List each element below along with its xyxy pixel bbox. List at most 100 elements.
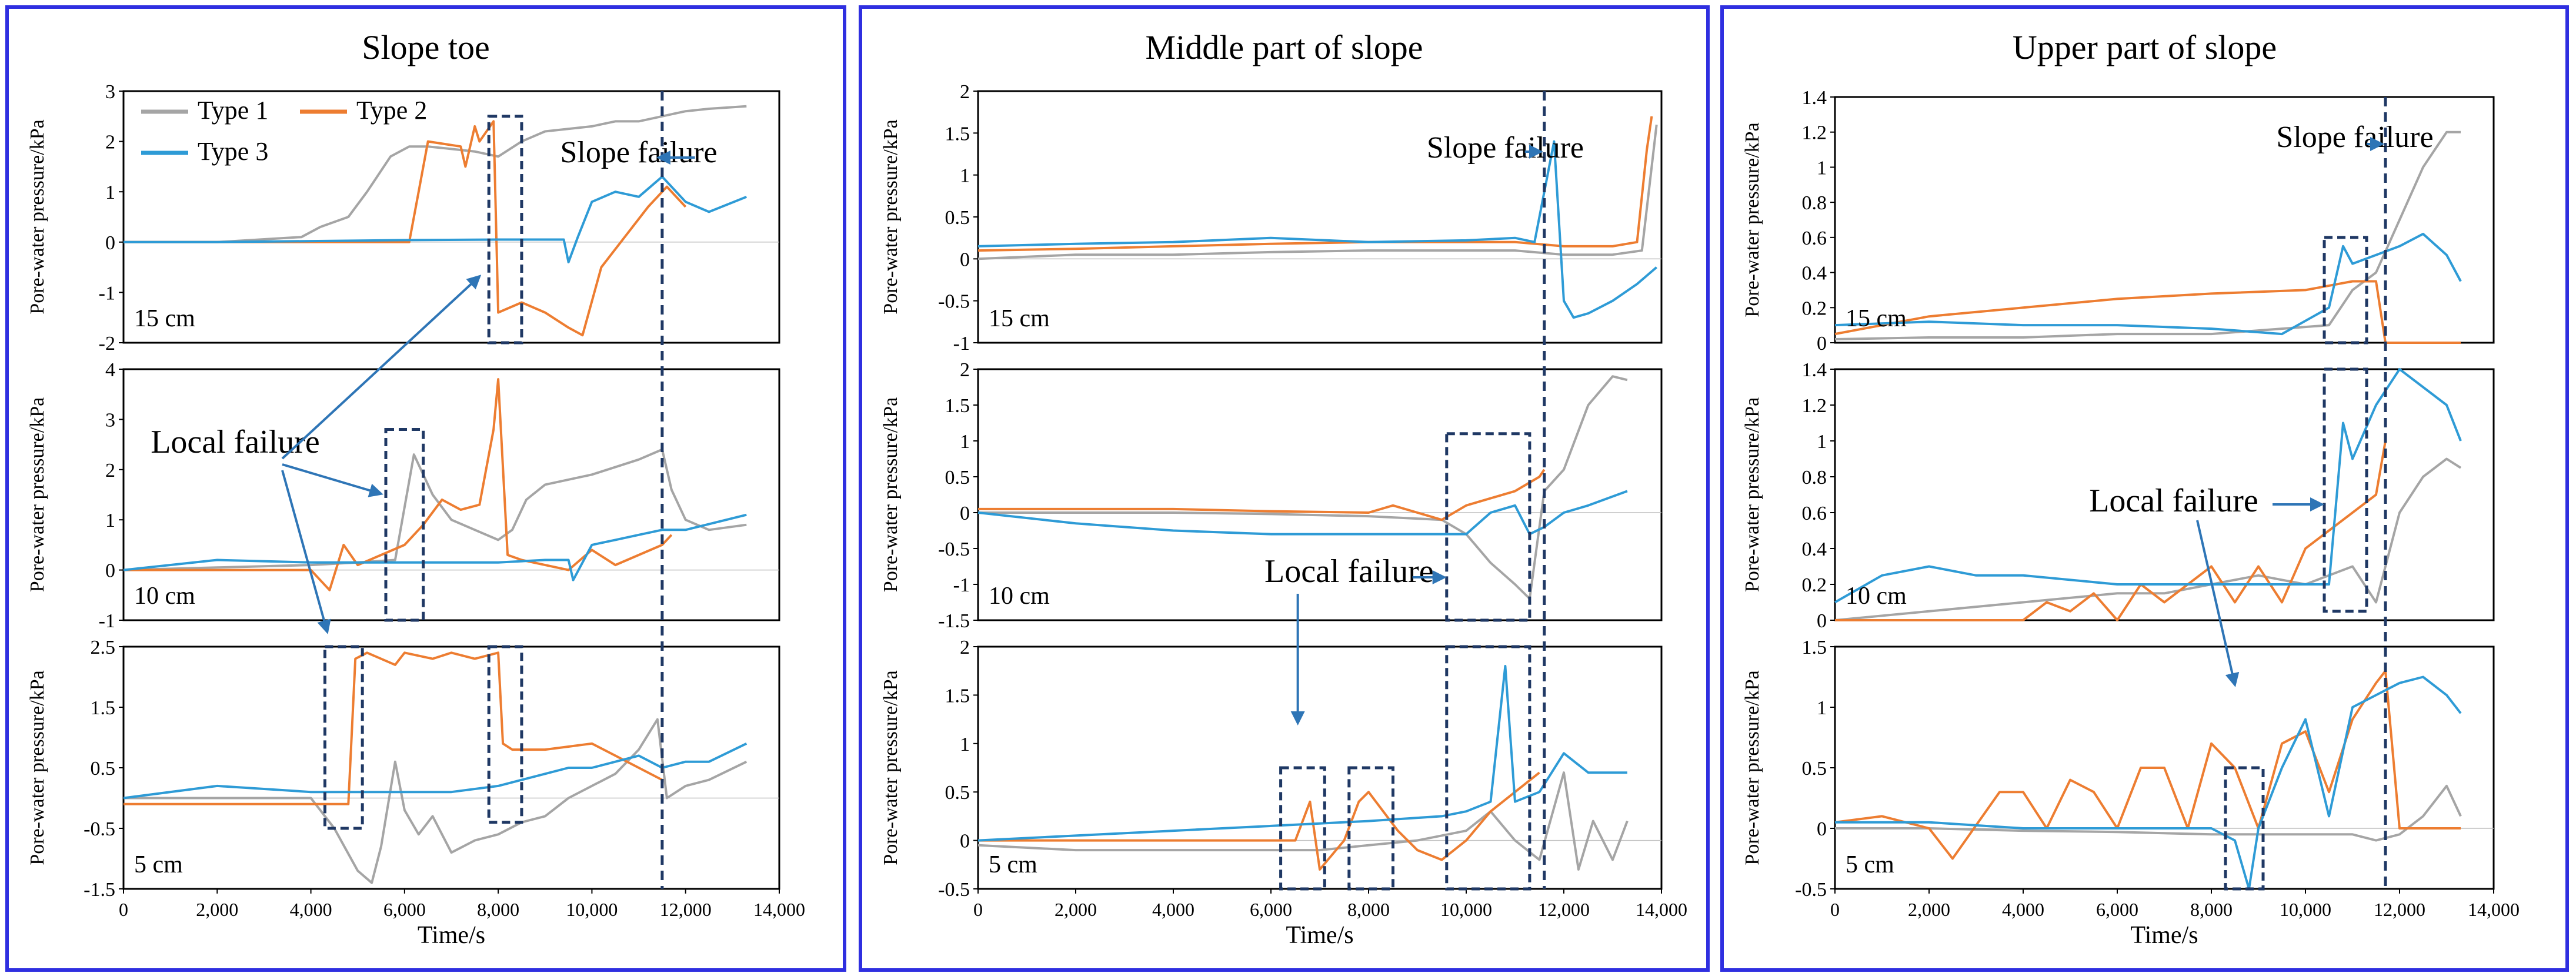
y-tick-label: 0 bbox=[1817, 818, 1827, 840]
x-tick-label: 4,000 bbox=[1152, 899, 1194, 920]
y-tick-label: -0.5 bbox=[84, 818, 115, 840]
local-failure-box bbox=[1445, 432, 1531, 622]
y-tick-label: 0.5 bbox=[1802, 758, 1827, 780]
depth-label: 10 cm bbox=[134, 583, 195, 610]
slope-failure-label: Slope failure bbox=[560, 136, 718, 169]
x-tick-label: 0 bbox=[1830, 899, 1840, 920]
y-tick-label: 0.6 bbox=[1802, 228, 1827, 249]
y-axis-label: Pore-water pressure/kPa bbox=[1741, 397, 1763, 592]
x-tick-label: 2,000 bbox=[196, 899, 238, 920]
series-line-type-3 bbox=[977, 140, 1658, 319]
y-axis-label: Pore-water pressure/kPa bbox=[1741, 122, 1763, 317]
legend-label: Type 1 bbox=[198, 96, 268, 125]
depth-label: 15 cm bbox=[1846, 305, 1907, 332]
y-tick-label: 0.8 bbox=[1802, 192, 1827, 214]
depth-label: 10 cm bbox=[1846, 583, 1907, 610]
y-tick-label: 0.2 bbox=[1802, 297, 1827, 319]
local-failure-box bbox=[323, 645, 364, 830]
x-tick-label: 6,000 bbox=[383, 899, 426, 920]
local-failure-box bbox=[2323, 236, 2368, 344]
local-failure-box bbox=[1347, 766, 1395, 891]
depth-label: 5 cm bbox=[989, 851, 1037, 878]
local-failure-box bbox=[384, 427, 425, 622]
depth-label: 15 cm bbox=[134, 305, 195, 332]
depth-label: 5 cm bbox=[1846, 851, 1894, 878]
panel-frame bbox=[1720, 5, 2569, 972]
y-tick-label: 3 bbox=[105, 81, 115, 103]
local-failure-label: Local failure bbox=[151, 424, 320, 460]
panel-title: Middle part of slope bbox=[1146, 28, 1423, 66]
series-line-type-1 bbox=[1835, 784, 2462, 842]
series-line-type-3 bbox=[1834, 368, 2462, 604]
x-tick-label: 4,000 bbox=[290, 899, 332, 920]
panel-frame bbox=[5, 5, 846, 972]
y-tick-label: -1 bbox=[953, 574, 970, 596]
y-tick-label: 0.4 bbox=[1802, 263, 1827, 285]
series-line-type-1 bbox=[124, 718, 748, 884]
series-line-type-3 bbox=[1834, 232, 2462, 336]
series-line-type-2 bbox=[978, 771, 1540, 871]
x-tick-label: 8,000 bbox=[477, 899, 519, 920]
y-tick-label: 1.5 bbox=[91, 697, 116, 719]
y-tick-label: -1.5 bbox=[938, 610, 970, 632]
series-line-type-2 bbox=[124, 378, 673, 591]
y-tick-label: 1.5 bbox=[945, 685, 970, 707]
y-axis-label: Pore-water pressure/kPa bbox=[26, 119, 48, 314]
series-line-type-1 bbox=[124, 105, 747, 243]
depth-label: 5 cm bbox=[134, 851, 183, 878]
y-tick-label: 0.4 bbox=[1802, 539, 1827, 560]
series-line-type-2 bbox=[124, 651, 663, 805]
y-tick-label: 1 bbox=[105, 510, 115, 531]
panel-title: Slope toe bbox=[362, 28, 489, 66]
subplot-frame bbox=[977, 90, 1663, 344]
series-line-type-1 bbox=[977, 771, 1629, 871]
x-tick-label: 0 bbox=[119, 899, 128, 920]
series-line-type-1 bbox=[978, 375, 1628, 600]
x-tick-label: 0 bbox=[973, 899, 983, 920]
legend-label: Type 2 bbox=[356, 96, 427, 125]
y-tick-label: 0.5 bbox=[91, 758, 116, 780]
annotation-arrow bbox=[281, 470, 331, 634]
depth-label: 15 cm bbox=[989, 305, 1050, 332]
y-tick-label: 2 bbox=[105, 132, 115, 153]
y-tick-label: -1 bbox=[99, 610, 115, 632]
y-tick-label: 0.8 bbox=[1802, 467, 1827, 489]
x-tick-label: 10,000 bbox=[1440, 899, 1492, 920]
y-tick-label: 0 bbox=[960, 831, 970, 852]
y-tick-label: 1 bbox=[1817, 431, 1827, 453]
x-tick-label: 12,000 bbox=[1538, 899, 1590, 920]
local-failure-label: Local failure bbox=[1264, 553, 1434, 590]
series-line-type-1 bbox=[1834, 457, 2462, 621]
subplot-frame bbox=[122, 90, 780, 344]
subplot-2: -0.5 0 0.5 1 1.5 Pore-water pressure/kPa 5 cm bbox=[1741, 637, 2495, 901]
y-tick-label: -1 bbox=[99, 282, 115, 304]
series-line-type-3 bbox=[123, 742, 748, 800]
y-tick-label: 1.4 bbox=[1802, 87, 1827, 109]
series-line-type-3 bbox=[123, 513, 747, 581]
local-failure-box bbox=[2323, 367, 2368, 613]
y-tick-label: 2 bbox=[960, 359, 970, 381]
y-axis-label: Pore-water pressure/kPa bbox=[26, 397, 48, 592]
series-line-type-3 bbox=[124, 175, 748, 263]
y-tick-label: 2 bbox=[105, 460, 115, 481]
y-tick-label: 0.5 bbox=[945, 467, 970, 489]
legend: Type 1 Type 2 Type 3 bbox=[141, 96, 427, 166]
x-axis-label: Time/s bbox=[418, 922, 485, 949]
y-tick-label: -0.5 bbox=[938, 539, 970, 560]
y-tick-label: 1 bbox=[105, 182, 115, 203]
y-tick-label: 0 bbox=[105, 560, 115, 582]
panel-frame bbox=[859, 5, 1710, 972]
panel-1: Middle part of slope-1-0.500.511.52Pore-… bbox=[859, 5, 1710, 972]
subplot-1: -1.5 -1 -0.5 0 0.5 1 1.5 2 Pore-water pressure/k… bbox=[880, 359, 1663, 632]
y-tick-label: -0.5 bbox=[938, 879, 970, 901]
y-tick-label: -2 bbox=[99, 333, 115, 354]
slope-failure-label: Slope failure bbox=[1427, 131, 1584, 165]
y-tick-label: 1.5 bbox=[1802, 637, 1827, 658]
y-tick-label: 2 bbox=[960, 637, 970, 658]
x-tick-label: 12,000 bbox=[660, 899, 712, 920]
local-failure-box bbox=[487, 115, 523, 344]
x-tick-label: 14,000 bbox=[753, 899, 805, 920]
y-tick-label: 1.5 bbox=[945, 123, 970, 145]
x-tick-label: 14,000 bbox=[2468, 899, 2520, 920]
x-tick-label: 2,000 bbox=[1908, 899, 1950, 920]
